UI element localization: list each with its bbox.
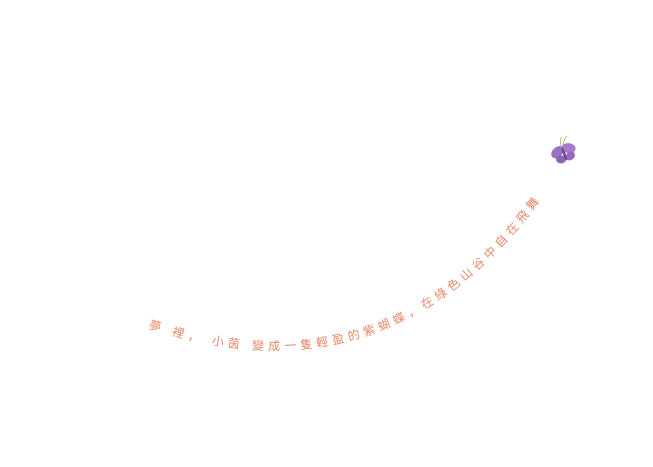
butterfly <box>551 135 576 164</box>
